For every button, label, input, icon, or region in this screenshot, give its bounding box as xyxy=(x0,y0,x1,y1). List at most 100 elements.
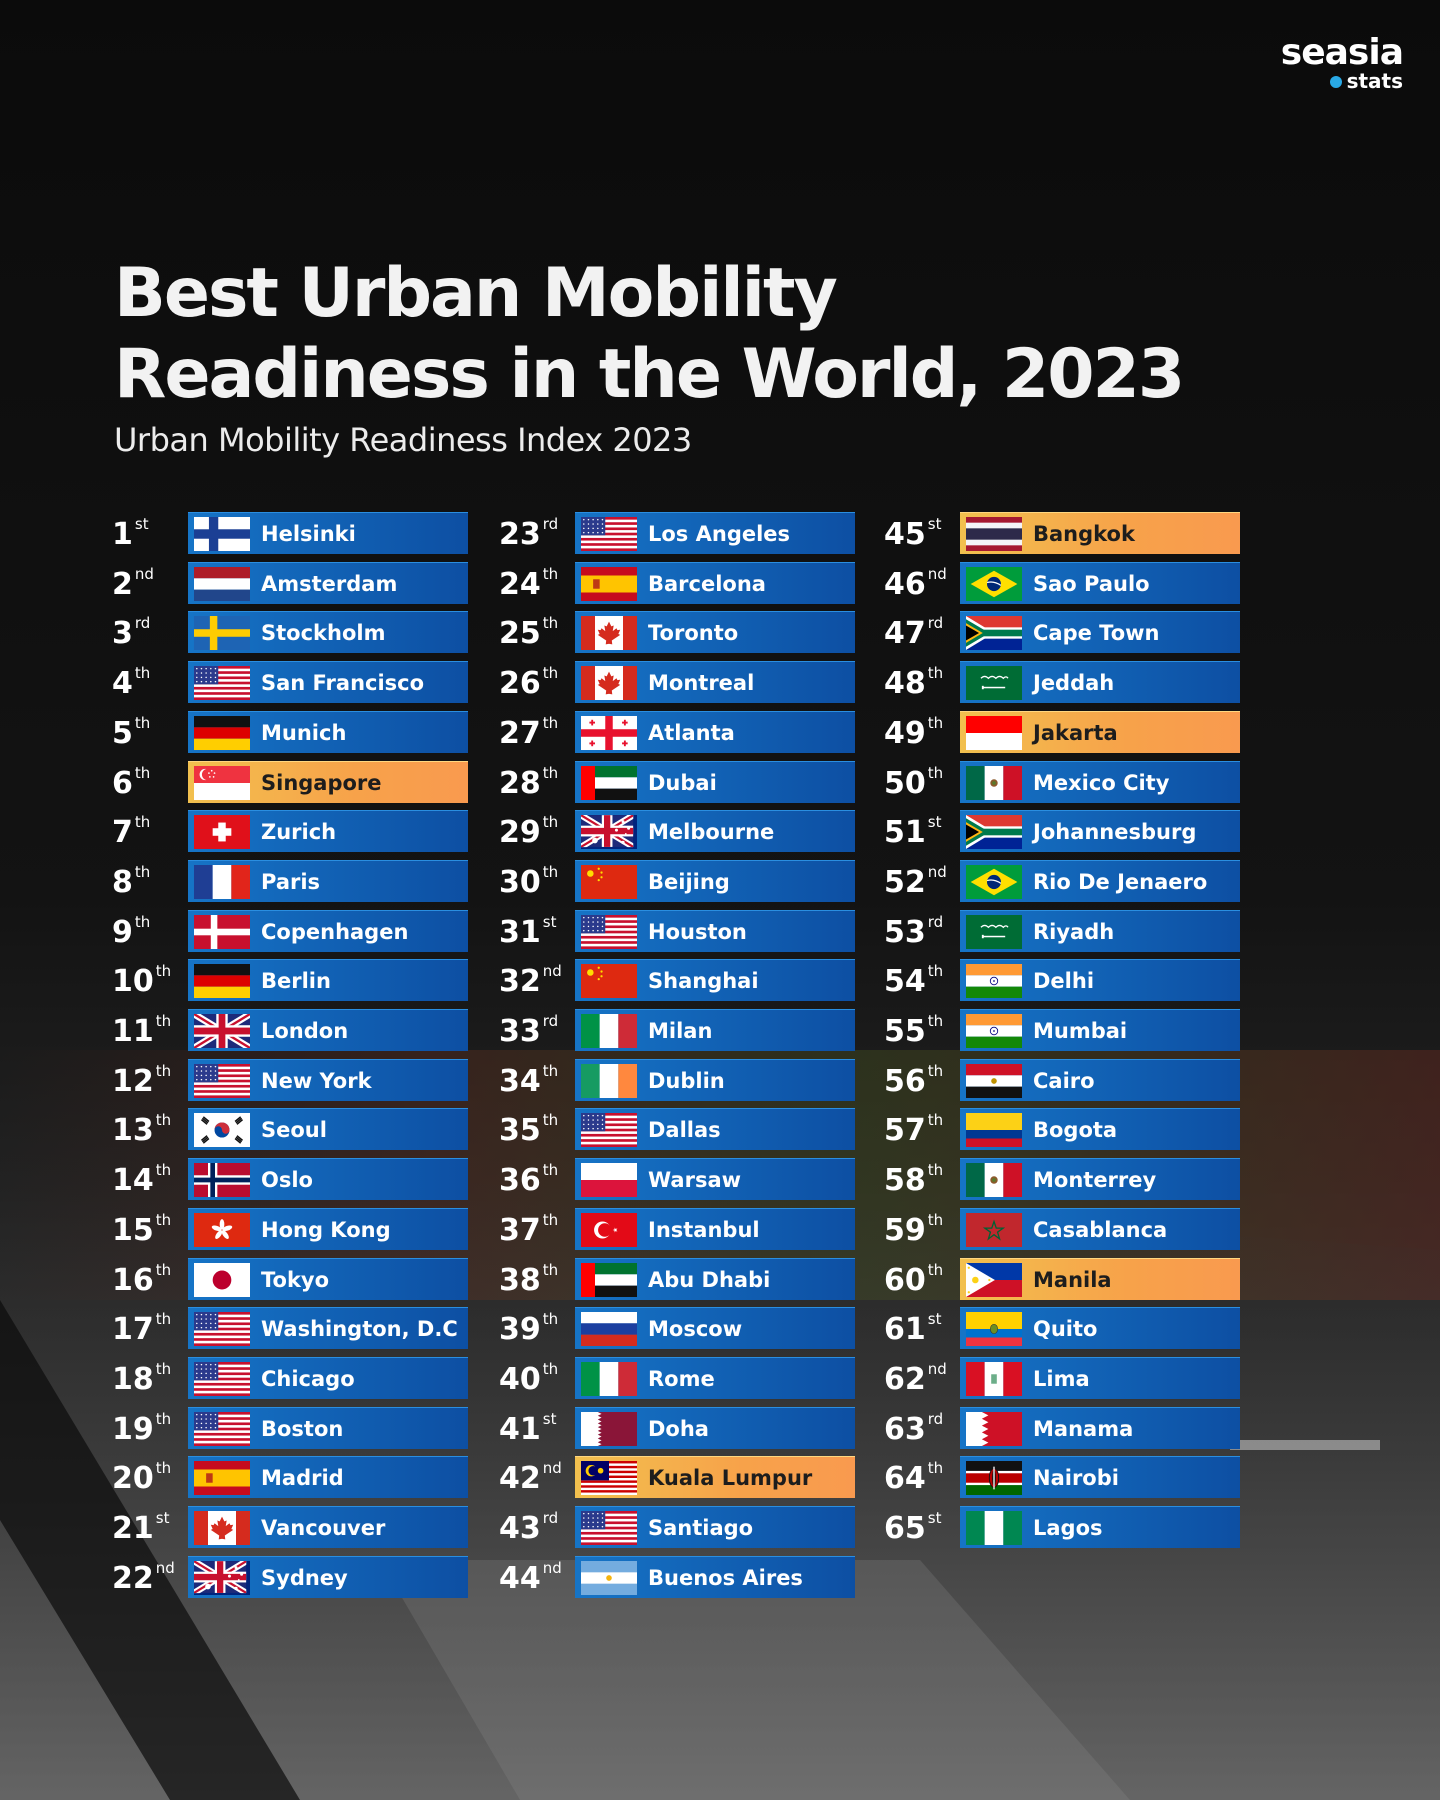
rank-number: 24 xyxy=(499,567,541,602)
city-name: Houston xyxy=(648,920,747,944)
germany-flag xyxy=(194,716,250,750)
city-bar: Munich xyxy=(188,711,468,753)
city-bar: Bogota xyxy=(960,1108,1240,1150)
rank-suffix: rd xyxy=(542,1012,559,1030)
rank-suffix: th xyxy=(155,1012,172,1030)
rank-number: 34 xyxy=(499,1064,541,1099)
usa-flag xyxy=(194,1362,250,1396)
city-bar: Beijing xyxy=(575,860,855,902)
rank-suffix: rd xyxy=(927,1410,944,1428)
city-name: Berlin xyxy=(261,969,331,993)
city-name: Barcelona xyxy=(648,572,766,596)
rank-number: 38 xyxy=(499,1263,541,1298)
city-name: Oslo xyxy=(261,1168,313,1192)
city-name: Lagos xyxy=(1033,1516,1103,1540)
switzerland-flag xyxy=(194,815,250,849)
city-bar: Doha xyxy=(575,1407,855,1449)
italy-flag xyxy=(581,1362,637,1396)
rank-number: 45 xyxy=(884,517,926,552)
rank-number: 32 xyxy=(499,964,541,999)
netherlands-flag xyxy=(194,567,250,601)
south-africa-flag xyxy=(966,815,1022,849)
rank-number: 39 xyxy=(499,1312,541,1347)
rank-suffix: nd xyxy=(542,962,562,980)
city-bar: Sao Paulo xyxy=(960,562,1240,604)
city-name: Rome xyxy=(648,1367,715,1391)
rank-number: 61 xyxy=(884,1312,926,1347)
city-bar: Jeddah xyxy=(960,661,1240,703)
city-name: Tokyo xyxy=(261,1268,330,1292)
rank-number: 5 xyxy=(112,716,133,751)
rank-number: 55 xyxy=(884,1014,926,1049)
rank-number: 35 xyxy=(499,1113,541,1148)
rank-suffix: nd xyxy=(155,1559,175,1577)
rank-suffix: th xyxy=(927,1261,944,1279)
australia-flag xyxy=(581,815,637,849)
city-name: Johannesburg xyxy=(1033,820,1197,844)
thailand-flag xyxy=(966,517,1022,551)
rank-suffix: th xyxy=(542,813,559,831)
rank-suffix: th xyxy=(542,565,559,583)
city-name: Warsaw xyxy=(648,1168,742,1192)
city-bar: Cairo xyxy=(960,1059,1240,1101)
uae-flag xyxy=(581,766,637,800)
city-name: Boston xyxy=(261,1417,344,1441)
rank-number: 50 xyxy=(884,766,926,801)
city-name: Toronto xyxy=(648,621,739,645)
page-subtitle: Urban Mobility Readiness Index 2023 xyxy=(114,421,692,459)
rank-number: 57 xyxy=(884,1113,926,1148)
rank-suffix: th xyxy=(134,813,151,831)
rank-number: 37 xyxy=(499,1213,541,1248)
brand-sub: stats xyxy=(1281,70,1403,92)
city-bar: Quito xyxy=(960,1307,1240,1349)
city-bar: Montreal xyxy=(575,661,855,703)
city-bar: Chicago xyxy=(188,1357,468,1399)
city-name: Rio De Jenaero xyxy=(1033,870,1208,894)
peru-flag xyxy=(966,1362,1022,1396)
city-bar: Washington, D.C xyxy=(188,1307,468,1349)
france-flag xyxy=(194,865,250,899)
city-bar: Riyadh xyxy=(960,910,1240,952)
rank-suffix: th xyxy=(542,1161,559,1179)
rank-number: 18 xyxy=(112,1362,154,1397)
rank-suffix: nd xyxy=(927,1360,947,1378)
city-bar: Manila xyxy=(960,1258,1240,1300)
rank-suffix: st xyxy=(542,1410,557,1428)
city-bar: Vancouver xyxy=(188,1506,468,1548)
city-bar: Berlin xyxy=(188,959,468,1001)
city-bar: Melbourne xyxy=(575,810,855,852)
city-name: New York xyxy=(261,1069,372,1093)
